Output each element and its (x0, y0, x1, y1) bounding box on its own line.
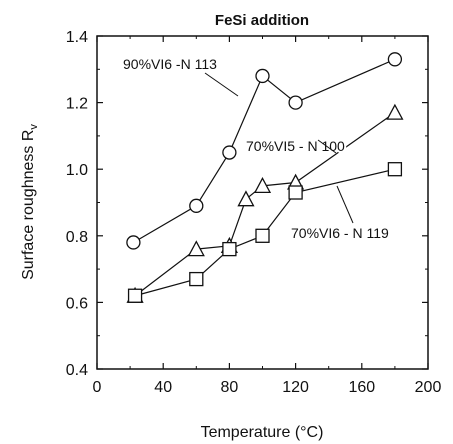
leader-90vi6 (204, 72, 239, 97)
y-tick-label: 1.2 (66, 96, 88, 113)
y-axis-label: Surface roughness Rv (20, 124, 40, 280)
series-label-70vi6: 70%VI6 - N 119 (291, 225, 389, 241)
circle-marker (126, 235, 141, 250)
series-line-0 (133, 58, 396, 243)
y-tick-label: 1.4 (66, 29, 88, 46)
square-marker (255, 228, 270, 243)
series-markers (126, 52, 404, 303)
x-tick-label: 160 (348, 379, 375, 396)
series-label-90vi6: 90%VI6 -N 113 (123, 56, 217, 72)
triangle-marker (386, 103, 404, 120)
series-label-70vi5: 70%VI5 - N 100 (246, 138, 345, 154)
y-tick-label: 0.4 (66, 362, 88, 379)
circle-marker (222, 145, 237, 160)
circle-marker (288, 95, 303, 110)
square-marker (189, 271, 204, 287)
plot-frame (96, 35, 429, 370)
circle-marker (387, 52, 403, 67)
circle-marker (255, 68, 270, 84)
x-axis-label: Temperature (°C) (201, 424, 324, 441)
square-marker (288, 185, 303, 200)
square-marker (127, 288, 143, 303)
x-tick-label: 80 (221, 379, 239, 396)
leader-70vi6 (336, 185, 354, 224)
chart-title: FeSi addition (215, 12, 309, 29)
y-tick-label: 1.0 (66, 162, 88, 179)
x-tick-label: 200 (415, 379, 442, 396)
triangle-marker (237, 190, 255, 207)
triangle-marker (253, 176, 272, 194)
square-marker (387, 162, 403, 177)
y-tick-label: 0.8 (66, 229, 88, 246)
x-tick-label: 120 (282, 379, 309, 396)
y-tick-label: 0.6 (66, 295, 88, 312)
x-tick-label: 0 (93, 379, 102, 396)
square-marker (222, 241, 237, 257)
series-line-2 (134, 168, 396, 297)
leader-70vi5 (317, 139, 337, 154)
series-lines (133, 58, 396, 297)
circle-marker (189, 198, 204, 213)
triangle-marker (187, 240, 205, 257)
x-tick-label: 40 (154, 379, 172, 396)
axis-ticks: 0 40 80 120 160 200 0.4 0.6 0.8 1.0 1.2 1.4 (66, 29, 442, 396)
